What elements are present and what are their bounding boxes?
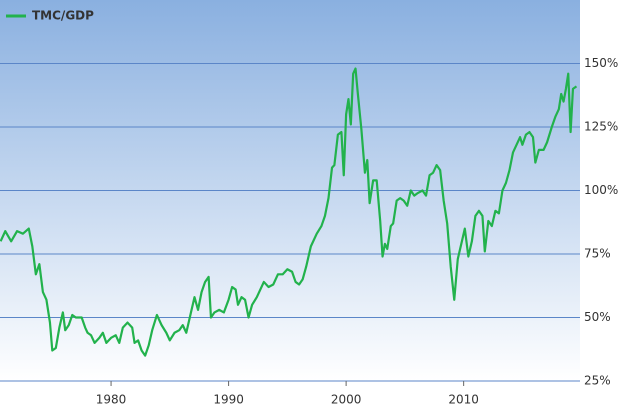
x-tick-label: 1990 — [213, 393, 244, 407]
data-line — [0, 67, 578, 357]
x-tick-label: 2000 — [331, 393, 362, 407]
legend-label: TMC/GDP — [32, 9, 94, 23]
y-tick-label: 75% — [584, 247, 611, 261]
y-tick-label: 25% — [584, 374, 611, 388]
y-tick-label: 125% — [584, 120, 618, 134]
x-tick-label: 2010 — [448, 393, 479, 407]
y-tick-label: 100% — [584, 183, 618, 197]
y-tick-label: 50% — [584, 310, 611, 324]
x-tick-label: 1980 — [96, 393, 127, 407]
y-tick-label: 150% — [584, 56, 618, 70]
